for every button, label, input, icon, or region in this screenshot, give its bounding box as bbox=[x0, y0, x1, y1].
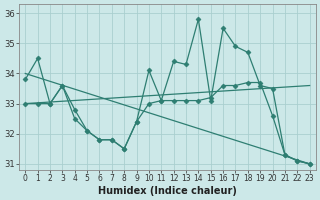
X-axis label: Humidex (Indice chaleur): Humidex (Indice chaleur) bbox=[98, 186, 237, 196]
